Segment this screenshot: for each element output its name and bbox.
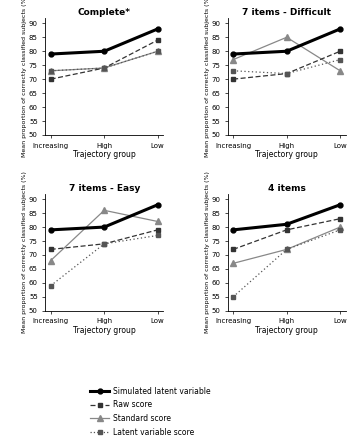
Title: 7 items - Difficult: 7 items - Difficult — [242, 8, 331, 17]
Y-axis label: Mean proportion of correctly classified subjects (%): Mean proportion of correctly classified … — [22, 171, 27, 333]
X-axis label: Trajectory group: Trajectory group — [73, 150, 136, 159]
X-axis label: Trajectory group: Trajectory group — [255, 326, 318, 335]
Title: 7 items - Easy: 7 items - Easy — [68, 184, 140, 193]
Title: 4 items: 4 items — [268, 184, 306, 193]
Title: Complete*: Complete* — [78, 8, 131, 17]
Y-axis label: Mean proportion of correctly classified subjects (%): Mean proportion of correctly classified … — [22, 0, 27, 157]
X-axis label: Trajectory group: Trajectory group — [255, 150, 318, 159]
Legend: Simulated latent variable, Raw score, Standard score, Latent variable score: Simulated latent variable, Raw score, St… — [87, 384, 214, 440]
Y-axis label: Mean proportion of correctly classified subjects (%): Mean proportion of correctly classified … — [205, 0, 210, 157]
X-axis label: Trajectory group: Trajectory group — [73, 326, 136, 335]
Y-axis label: Mean proportion of correctly classified subjects (%): Mean proportion of correctly classified … — [205, 171, 210, 333]
